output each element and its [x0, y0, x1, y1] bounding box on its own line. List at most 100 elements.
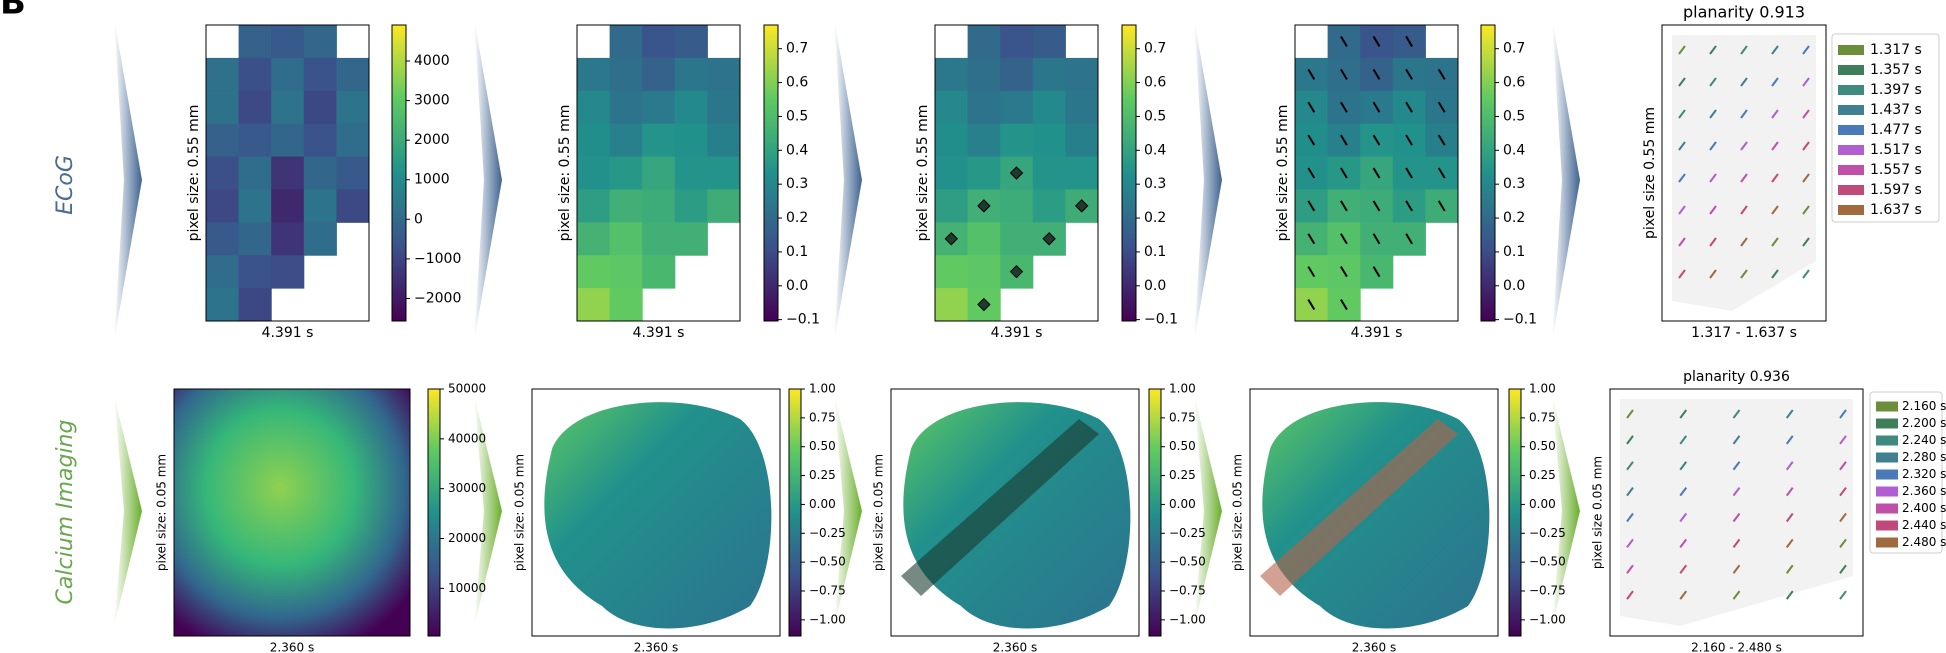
- legend-swatch: [1876, 503, 1898, 514]
- colorbar: [427, 388, 441, 637]
- vector: [1340, 134, 1348, 146]
- marker: [1009, 166, 1024, 180]
- heatmap-cell: [303, 25, 337, 59]
- heatmap-cell: [1000, 123, 1034, 158]
- x-label: 2.360 s: [270, 641, 314, 653]
- marker: [1009, 264, 1024, 279]
- y-label: pixel size: 0.05 mm: [155, 454, 169, 571]
- colorbar-tick-label: 0.2: [1144, 210, 1166, 226]
- vector: [1709, 205, 1717, 215]
- vector: [1626, 409, 1634, 419]
- colorbar-tick-label: 0.7: [1144, 41, 1166, 57]
- colorbar-tick-label: 0.75: [809, 410, 836, 424]
- heatmap-cell: [642, 57, 676, 92]
- legend-label: 1.437 s: [1870, 102, 1922, 118]
- colorbar-tick-label: −1.00: [809, 612, 846, 626]
- legend-label: 1.397 s: [1870, 82, 1922, 98]
- heatmap-cell: [967, 123, 1001, 158]
- legend-swatch: [1838, 185, 1864, 195]
- axes-frame: [1661, 24, 1827, 322]
- heatmap-cell: [609, 123, 643, 158]
- colorbar-tick-label: 40000: [448, 431, 486, 445]
- heatmap-cell: [577, 255, 611, 289]
- heatmap-cell: [238, 90, 272, 125]
- vector: [1340, 200, 1348, 212]
- mask: [1620, 399, 1853, 626]
- colorbar-tick-label: −0.75: [809, 583, 846, 597]
- vector: [1340, 266, 1348, 278]
- colorbar-tick-label: 1.00: [1529, 382, 1556, 396]
- heatmap-cell: [206, 189, 240, 223]
- y-label: pixel size: 0.55 mm: [186, 105, 202, 242]
- heatmap-cell: [577, 123, 611, 158]
- legend-swatch: [1838, 45, 1864, 55]
- heatmap-cell: [1032, 25, 1066, 59]
- vector: [1679, 590, 1688, 600]
- arrow: [1552, 18, 1580, 342]
- colorbar-tick-label: 0.6: [1503, 75, 1525, 91]
- vector: [1307, 299, 1316, 311]
- vector: [1626, 564, 1634, 574]
- vector: [1405, 200, 1413, 212]
- colorbar: [1121, 24, 1137, 322]
- vector: [1307, 134, 1316, 146]
- heatmap-cell: [238, 57, 272, 92]
- vector: [1678, 45, 1686, 55]
- heatmap-cell: [206, 123, 240, 158]
- legend-swatch: [1876, 418, 1898, 429]
- vector: [1802, 109, 1810, 119]
- heatmap-cell: [336, 156, 370, 190]
- vector: [1340, 68, 1348, 80]
- legend-label: 2.200 s: [1902, 416, 1946, 430]
- heatmap-cell: [271, 189, 305, 223]
- heatmap-cell: [336, 57, 370, 92]
- heatmap-cell: [642, 123, 676, 158]
- legend-label: 1.597 s: [1870, 182, 1922, 198]
- colorbar-tick-label: 1.00: [809, 382, 836, 396]
- colorbar: [1480, 24, 1496, 322]
- heatmap-cell: [206, 57, 240, 92]
- heatmap-cell: [336, 123, 370, 158]
- colorbar-tick-label: −0.1: [786, 312, 820, 328]
- heatmap-cell: [674, 57, 708, 92]
- vector: [1740, 269, 1748, 279]
- colorbar-tick-label: 50000: [448, 382, 486, 396]
- colorbar-tick-label: 0.75: [1169, 410, 1196, 424]
- axes-title: planarity 0.936: [1683, 369, 1790, 385]
- vector: [1709, 77, 1717, 87]
- heatmap-cell: [1032, 90, 1066, 125]
- colorbar-tick-label: 0.0: [1144, 278, 1166, 294]
- axes-frame: [890, 388, 1140, 637]
- heatmap-cell: [271, 222, 305, 256]
- vector: [1709, 45, 1717, 55]
- vector: [1732, 409, 1741, 419]
- legend-swatch: [1838, 105, 1864, 115]
- heatmap-cell: [1032, 57, 1066, 92]
- colorbar-tick-label: 0.50: [1529, 439, 1556, 453]
- colorbar-tick-label: 1000: [414, 172, 450, 188]
- legend-label: 2.440 s: [1902, 518, 1946, 532]
- vector: [1839, 512, 1847, 523]
- heatmap-cell: [577, 189, 611, 223]
- image: [1262, 402, 1490, 629]
- x-label: 2.360 s: [993, 641, 1037, 653]
- heatmap-cell: [642, 25, 676, 59]
- heatmap-cell: [935, 255, 969, 289]
- vector: [1802, 269, 1810, 279]
- legend-swatch: [1838, 125, 1864, 135]
- y-label: pixel size: 0.55 mm: [1275, 105, 1291, 242]
- heatmap-cell: [303, 156, 337, 190]
- arrow: [834, 395, 862, 627]
- x-label: 4.391 s: [1351, 325, 1403, 341]
- vector: [1340, 167, 1348, 179]
- colorbar-tick-label: 0.25: [1169, 468, 1196, 482]
- vector: [1307, 200, 1316, 212]
- legend-label: 1.637 s: [1870, 202, 1922, 218]
- heatmap-cell: [609, 156, 643, 190]
- colorbar-tick-label: −0.50: [809, 555, 846, 569]
- colorbar-tick-label: 0.00: [1169, 497, 1196, 511]
- heatmap-cell: [238, 156, 272, 190]
- marker: [977, 297, 991, 312]
- y-label: pixel size 0.05 mm: [1591, 456, 1605, 569]
- heatmap-cell: [238, 25, 272, 59]
